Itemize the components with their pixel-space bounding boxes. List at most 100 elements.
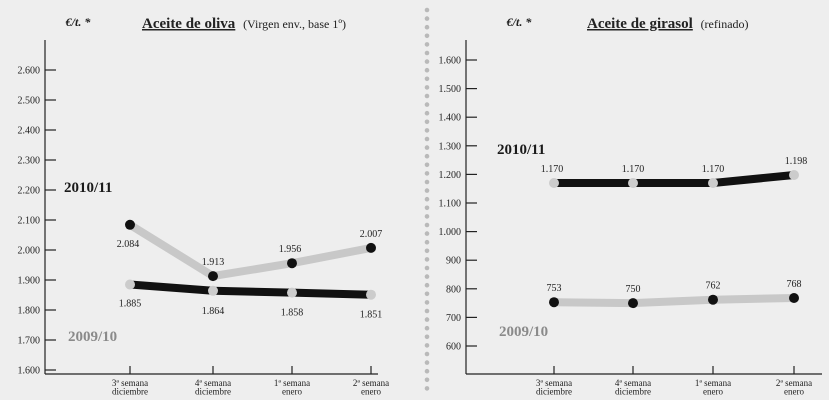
divider-dot — [424, 351, 430, 357]
sunflower-y-tick-label: 800 — [446, 284, 461, 295]
divider-dot — [424, 317, 430, 322]
sunflower-data-label: 768 — [787, 279, 802, 290]
olive-series-point — [287, 287, 297, 298]
divider-dot — [424, 291, 430, 297]
divider-dot — [424, 128, 430, 133]
sunflower-series-point — [549, 178, 559, 188]
olive-data-label: 1.885 — [119, 299, 142, 310]
sunflower-y-tick-label: 1.200 — [439, 170, 462, 181]
sunflower-unit-label: €/t. * — [506, 15, 533, 29]
divider-dot — [424, 102, 430, 107]
olive-series-point — [208, 285, 218, 296]
divider-dot — [424, 343, 430, 348]
olive-y-tick-label: 1.800 — [18, 306, 41, 317]
divider-dot — [424, 67, 430, 73]
sunflower-series-point — [628, 178, 638, 188]
divider-dot — [424, 386, 430, 391]
sunflower-series-point — [789, 170, 799, 180]
sunflower-data-label: 762 — [706, 281, 721, 292]
divider-dot — [424, 136, 430, 142]
sunflower-y-tick-label: 1.500 — [439, 84, 462, 95]
divider-dot — [424, 231, 430, 236]
divider-dot — [424, 257, 430, 262]
sunflower-series-line — [550, 171, 798, 187]
divider-dot — [424, 42, 430, 47]
divider-dot — [424, 274, 430, 279]
sunflower-series-name: 2010/11 — [497, 142, 545, 158]
olive-data-label: 2.007 — [360, 229, 383, 240]
sunflower-y-tick-label: 600 — [446, 342, 461, 353]
sunflower-data-label: 750 — [626, 284, 641, 295]
divider-dot — [424, 368, 430, 374]
olive-data-label: 1.858 — [281, 308, 304, 319]
divider-dot — [424, 248, 430, 254]
divider-dot — [424, 377, 430, 383]
sunflower-data-label: 1.170 — [622, 164, 645, 175]
sunflower-title-sub: (refinado) — [701, 17, 749, 31]
sunflower-series-line — [550, 294, 798, 308]
sunflower-data-label: 753 — [547, 283, 562, 294]
divider-dot — [424, 76, 430, 82]
divider-dot — [424, 33, 430, 39]
divider-dot — [424, 188, 430, 193]
olive-series-point — [366, 242, 376, 253]
sunflower-title-main: Aceite de girasol — [587, 16, 693, 32]
sunflower-series-point — [789, 293, 799, 303]
sunflower-x-tick-label: 2ª semana enero — [776, 378, 812, 397]
divider-dot — [424, 239, 430, 245]
olive-data-label: 1.913 — [202, 257, 225, 268]
olive-data-label: 1.864 — [202, 306, 225, 317]
divider-dot — [424, 93, 430, 99]
divider-dot — [424, 265, 430, 271]
sunflower-x-tick-label: 4ª semana diciembre — [615, 378, 651, 397]
olive-data-label: 2.084 — [117, 239, 140, 250]
sunflower-y-tick-label: 1.000 — [439, 227, 462, 238]
olive-title-sub: (Virgen env., base 1º) — [243, 17, 346, 31]
divider-dot — [424, 308, 430, 314]
olive-series-point — [125, 219, 135, 230]
panel-divider — [424, 7, 430, 391]
sunflower-series-point — [708, 178, 718, 188]
olive-y-tick-label: 1.700 — [18, 336, 41, 347]
divider-dot — [424, 50, 430, 56]
olive-series-point — [125, 279, 135, 290]
olive-x-tick-label: 4ª semana diciembre — [195, 378, 231, 397]
sunflower-x-tick-label: 1ª semana enero — [695, 378, 731, 397]
sunflower-series-point — [628, 298, 638, 309]
sunflower-y-tick-label: 1.300 — [439, 141, 462, 152]
sunflower-y-tick-label: 1.600 — [439, 56, 462, 67]
divider-dot — [424, 145, 430, 150]
sunflower-series-point — [708, 294, 718, 305]
divider-dot — [424, 325, 430, 331]
sunflower-y-tick-label: 1.400 — [439, 113, 462, 124]
divider-dot — [424, 222, 430, 228]
sunflower-series-name: 2009/10 — [499, 324, 548, 340]
divider-dot — [424, 282, 430, 288]
sunflower-series-point — [549, 297, 559, 308]
divider-dot — [424, 119, 430, 125]
sunflower-title: Aceite de girasol (refinado) — [587, 16, 749, 32]
olive-series-line — [126, 220, 375, 281]
olive-series-name: 2009/10 — [68, 329, 117, 345]
olive-series-point — [208, 271, 218, 282]
sunflower-data-label: 1.198 — [785, 156, 808, 167]
olive-y-tick-label: 1.900 — [18, 276, 41, 287]
olive-data-label: 1.851 — [360, 310, 383, 321]
olive-oil-chart: €/t. * Aceite de oliva (Virgen env., bas… — [18, 15, 390, 397]
divider-dot — [424, 16, 430, 21]
divider-dot — [424, 196, 430, 202]
olive-series-point — [287, 258, 297, 269]
olive-y-tick-label: 2.200 — [18, 186, 41, 197]
divider-dot — [424, 153, 430, 159]
divider-dot — [424, 179, 430, 185]
divider-dot — [424, 7, 430, 13]
divider-dot — [424, 110, 430, 116]
olive-unit-label: €/t. * — [65, 15, 92, 29]
olive-title-main: Aceite de oliva — [142, 16, 236, 32]
olive-y-tick-label: 2.400 — [18, 126, 41, 137]
divider-dot — [424, 300, 430, 305]
divider-dot — [424, 214, 430, 219]
sunflower-oil-chart: €/t. * Aceite de girasol (refinado) 600 7… — [439, 15, 822, 397]
olive-x-tick-label: 2ª semana enero — [353, 378, 389, 397]
